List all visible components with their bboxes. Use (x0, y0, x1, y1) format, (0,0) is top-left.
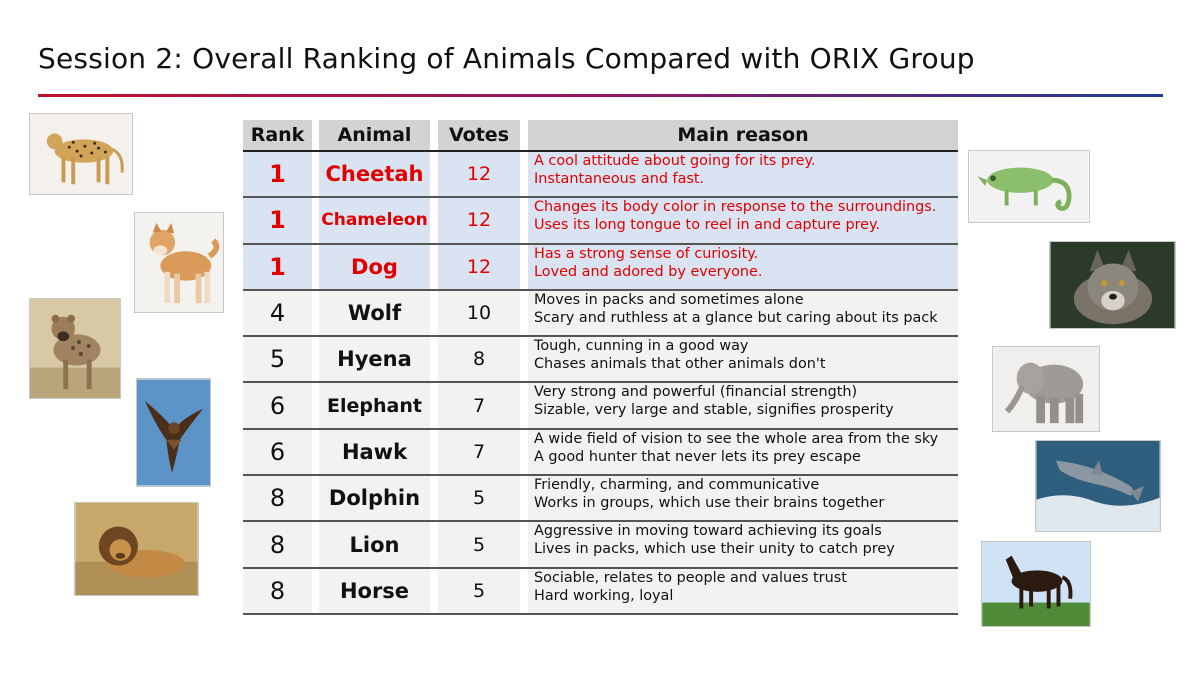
votes-cell: 12 (438, 244, 520, 289)
reason-line: Scary and ruthless at a glance but carin… (534, 309, 938, 326)
row-divider (243, 474, 958, 477)
rank-cell: 8 (243, 476, 312, 521)
table-row: 6 Elephant 7 Very strong and powerful (f… (243, 383, 958, 430)
reason-line: Uses its long tongue to reel in and capt… (534, 217, 881, 234)
reason-line: Changes its body color in response to th… (534, 199, 937, 216)
row-divider (243, 520, 958, 523)
animal-cell: Dog (319, 244, 430, 289)
dog-photo (134, 212, 224, 313)
dolphin-photo (1035, 440, 1161, 532)
votes-cell: 7 (438, 429, 520, 475)
title-divider (38, 94, 1163, 97)
reason-line: Has a strong sense of curiosity. (534, 245, 759, 262)
rank-cell: 5 (243, 337, 312, 382)
reason-line: Chases animals that other animals don't (534, 356, 826, 373)
votes-cell: 8 (438, 337, 520, 382)
header-rank: Rank (243, 120, 312, 150)
animal-cell: Lion (319, 522, 430, 567)
reason-line: Loved and adored by everyone. (534, 263, 763, 280)
row-divider (243, 612, 958, 615)
reason-cell: Sociable, relates to people and values t… (528, 568, 958, 613)
row-divider (243, 427, 958, 430)
votes-cell: 12 (438, 152, 520, 197)
table-row: 8 Dolphin 5 Friendly, charming, and comm… (243, 476, 958, 523)
table-header: Rank Animal Votes Main reason (243, 120, 958, 152)
hyena-photo (29, 298, 121, 399)
votes-cell: 7 (438, 383, 520, 428)
row-divider (243, 196, 958, 199)
header-divider (243, 150, 958, 152)
table-row: 1 Cheetah 12 A cool attitude about going… (243, 152, 958, 199)
reason-line: A cool attitude about going for its prey… (534, 153, 816, 169)
reason-line: Hard working, loyal (534, 587, 674, 604)
reason-line: Works in groups, which use their brains … (534, 495, 885, 512)
reason-cell: Has a strong sense of curiosity. Loved a… (528, 244, 958, 289)
header-animal: Animal (319, 120, 430, 150)
animal-cell: Wolf (319, 290, 430, 336)
reason-line: A wide field of vision to see the whole … (534, 430, 939, 447)
rank-cell: 1 (243, 198, 312, 243)
horse-photo (981, 541, 1091, 627)
animal-cell: Hawk (319, 429, 430, 475)
wolf-photo (1049, 241, 1176, 329)
lion-photo (74, 502, 199, 596)
reason-cell: A cool attitude about going for its prey… (528, 152, 958, 197)
votes-cell: 5 (438, 568, 520, 613)
animal-cell: Cheetah (319, 152, 430, 197)
animal-cell: Chameleon (319, 198, 430, 243)
reason-line: Sociable, relates to people and values t… (534, 569, 847, 586)
rank-cell: 1 (243, 244, 312, 289)
reason-cell: Friendly, charming, and communicative Wo… (528, 476, 958, 521)
elephant-photo (992, 346, 1100, 432)
reason-line: Moves in packs and sometimes alone (534, 291, 804, 308)
table-row: 1 Chameleon 12 Changes its body color in… (243, 198, 958, 245)
rank-cell: 4 (243, 290, 312, 336)
row-divider (243, 288, 958, 291)
votes-cell: 5 (438, 476, 520, 521)
rank-cell: 6 (243, 429, 312, 475)
table-row: 8 Horse 5 Sociable, relates to people an… (243, 568, 958, 615)
reason-cell: Moves in packs and sometimes alone Scary… (528, 290, 958, 336)
row-divider (243, 566, 958, 569)
votes-cell: 5 (438, 522, 520, 567)
ranking-table: Rank Animal Votes Main reason 1 Cheetah … (243, 120, 958, 615)
table-row: 5 Hyena 8 Tough, cunning in a good way C… (243, 337, 958, 384)
rank-cell: 8 (243, 522, 312, 567)
table-row: 8 Lion 5 Aggressive in moving toward ach… (243, 522, 958, 569)
reason-line: Friendly, charming, and communicative (534, 477, 820, 494)
reason-cell: Tough, cunning in a good way Chases anim… (528, 337, 958, 382)
animal-cell: Horse (319, 568, 430, 613)
rank-cell: 1 (243, 152, 312, 197)
hawk-photo (136, 378, 211, 487)
header-votes: Votes (438, 120, 520, 150)
rank-cell: 8 (243, 568, 312, 613)
cheetah-photo (29, 113, 133, 195)
rank-cell: 6 (243, 383, 312, 428)
table-row: 6 Hawk 7 A wide field of vision to see t… (243, 429, 958, 477)
reason-cell: Changes its body color in response to th… (528, 198, 958, 243)
header-main-reason: Main reason (528, 120, 958, 150)
page-title: Session 2: Overall Ranking of Animals Co… (38, 42, 975, 75)
animal-cell: Dolphin (319, 476, 430, 521)
reason-line: Tough, cunning in a good way (534, 338, 749, 355)
reason-line: Very strong and powerful (financial stre… (534, 384, 858, 401)
table-row: 4 Wolf 10 Moves in packs and sometimes a… (243, 290, 958, 338)
reason-line: Sizable, very large and stable, signifie… (534, 402, 894, 419)
row-divider (243, 242, 958, 245)
chameleon-photo (968, 150, 1090, 223)
reason-cell: Aggressive in moving toward achieving it… (528, 522, 958, 567)
reason-cell: Very strong and powerful (financial stre… (528, 383, 958, 428)
animal-cell: Hyena (319, 337, 430, 382)
animal-cell: Elephant (319, 383, 430, 428)
row-divider (243, 335, 958, 338)
reason-line: Instantaneous and fast. (534, 171, 705, 187)
reason-line: Lives in packs, which use their unity to… (534, 541, 895, 558)
reason-line: A good hunter that never lets its prey e… (534, 448, 861, 465)
row-divider (243, 381, 958, 384)
votes-cell: 12 (438, 198, 520, 243)
reason-line: Aggressive in moving toward achieving it… (534, 523, 882, 540)
votes-cell: 10 (438, 290, 520, 336)
reason-cell: A wide field of vision to see the whole … (528, 429, 958, 475)
table-row: 1 Dog 12 Has a strong sense of curiosity… (243, 244, 958, 291)
